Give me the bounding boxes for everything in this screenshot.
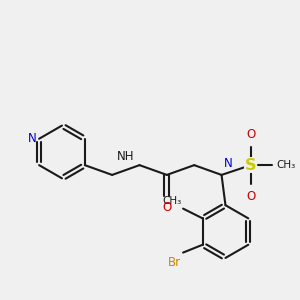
- Text: CH₃: CH₃: [162, 196, 181, 206]
- Text: CH₃: CH₃: [276, 160, 296, 170]
- Text: O: O: [246, 128, 256, 141]
- Text: Br: Br: [168, 256, 181, 268]
- Text: NH: NH: [117, 150, 135, 163]
- Text: S: S: [245, 158, 256, 172]
- Text: O: O: [162, 201, 172, 214]
- Text: N: N: [27, 132, 36, 145]
- Text: O: O: [246, 190, 256, 202]
- Text: N: N: [224, 157, 232, 170]
